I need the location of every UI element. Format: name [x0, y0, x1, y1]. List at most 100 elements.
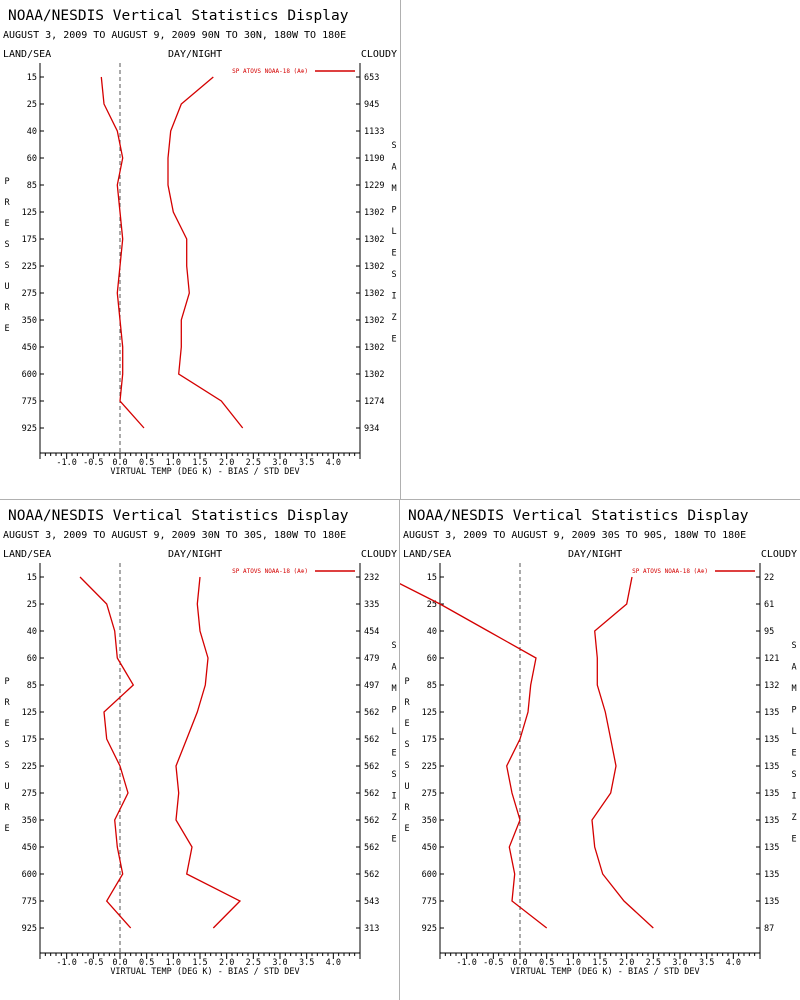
- x-tick-label: 4.0: [326, 958, 341, 968]
- chart-title: NOAA/NESDIS Vertical Statistics Display: [408, 508, 749, 524]
- x-tick-label: 3.5: [699, 958, 714, 968]
- y2-axis-label-letter: L: [791, 727, 796, 737]
- pressure-tick-label: 350: [22, 816, 37, 826]
- sample-size-label: 1302: [364, 343, 384, 353]
- corner-label-center: DAY/NIGHT: [168, 49, 222, 60]
- y-axis-label-letter: S: [4, 740, 9, 750]
- chart-svg: NOAA/NESDIS Vertical Statistics Display A…: [3, 508, 397, 977]
- y2-axis-label-letter: A: [391, 163, 396, 173]
- series-line-bias: [400, 583, 548, 929]
- chart-subtitle: AUGUST 3, 2009 TO AUGUST 9, 2009 30N TO …: [3, 530, 346, 541]
- pressure-tick-label: 775: [22, 897, 37, 907]
- y-axis-label-letter: U: [4, 282, 9, 292]
- y2-axis-label-letter: P: [391, 206, 396, 216]
- pressure-tick-label: 350: [422, 816, 437, 826]
- y2-axis-label-letter: P: [791, 706, 796, 716]
- sample-size-label: 22: [764, 573, 774, 583]
- x-tick-label: -1.0: [456, 958, 476, 968]
- corner-label-left: LAND/SEA: [403, 549, 451, 560]
- y-axis-label-letter: U: [404, 782, 409, 792]
- sample-size-label: 1190: [364, 154, 384, 164]
- pressure-tick-label: 275: [22, 289, 37, 299]
- y-axis-label-letter: S: [4, 261, 9, 271]
- y2-axis-label-letter: I: [791, 792, 796, 802]
- x-axis-label: VIRTUAL TEMP (DEG K) - BIAS / STD DEV: [110, 967, 299, 977]
- x-tick-label: 4.0: [726, 958, 741, 968]
- pressure-tick-label: 15: [27, 73, 37, 83]
- x-tick-label: 1.5: [592, 958, 607, 968]
- x-tick-label: 2.0: [219, 458, 234, 468]
- y-axis-label-letter: P: [4, 177, 9, 187]
- y-axis-label-letter: R: [4, 198, 10, 208]
- sample-size-label: 132: [764, 681, 779, 691]
- y-axis-label-letter: S: [4, 240, 9, 250]
- corner-label-right: CLOUDY: [361, 549, 397, 560]
- vertical-divider-bottom: [399, 500, 400, 1000]
- sample-size-label: 135: [764, 843, 779, 853]
- sample-size-label: 335: [364, 600, 379, 610]
- x-tick-label: 0.5: [539, 958, 554, 968]
- sample-size-label: 87: [764, 924, 774, 934]
- pressure-tick-label: 25: [427, 600, 437, 610]
- chart-panel-90n-30n: NOAA/NESDIS Vertical Statistics Display A…: [0, 0, 400, 500]
- sample-size-label: 479: [364, 654, 379, 664]
- x-tick-label: 3.5: [299, 458, 314, 468]
- x-tick-label: -1.0: [56, 458, 76, 468]
- pressure-tick-label: 85: [427, 681, 437, 691]
- sample-size-label: 562: [364, 708, 379, 718]
- sample-size-label: 562: [364, 816, 379, 826]
- y2-axis-label-letter: I: [391, 292, 396, 302]
- pressure-tick-label: 125: [22, 208, 37, 218]
- x-tick-label: 0.5: [139, 958, 154, 968]
- pressure-tick-label: 125: [422, 708, 437, 718]
- pressure-tick-label: 85: [27, 181, 37, 191]
- legend-label: SP ATOVS NOAA-18 (A⊕): [232, 568, 308, 575]
- pressure-tick-label: 600: [22, 870, 37, 880]
- sample-size-label: 61: [764, 600, 774, 610]
- sample-size-label: 121: [764, 654, 779, 664]
- y2-axis-label-letter: E: [791, 749, 796, 759]
- y-axis-label-letter: S: [404, 761, 409, 771]
- sample-size-label: 1302: [364, 262, 384, 272]
- y2-axis-label-letter: L: [391, 227, 396, 237]
- sample-size-label: 1302: [364, 370, 384, 380]
- pressure-tick-label: 925: [422, 924, 437, 934]
- vertical-divider-top: [400, 0, 401, 500]
- y2-axis-label-letter: M: [391, 184, 396, 194]
- sample-size-label: 95: [764, 627, 774, 637]
- sample-size-label: 1274: [364, 397, 384, 407]
- sample-size-label: 135: [764, 735, 779, 745]
- pressure-tick-label: 600: [422, 870, 437, 880]
- x-tick-label: 2.5: [246, 958, 261, 968]
- sample-size-label: 135: [764, 762, 779, 772]
- sample-size-label: 543: [364, 897, 379, 907]
- x-tick-label: 2.0: [219, 958, 234, 968]
- corner-label-center: DAY/NIGHT: [568, 549, 622, 560]
- y2-axis-label-letter: A: [791, 663, 796, 673]
- y-axis-label-letter: R: [4, 698, 10, 708]
- y2-axis-label-letter: L: [391, 727, 396, 737]
- sample-size-label: 313: [364, 924, 379, 934]
- pressure-tick-label: 15: [27, 573, 37, 583]
- chart-panel-30n-30s: NOAA/NESDIS Vertical Statistics Display A…: [0, 500, 400, 1000]
- x-tick-label: 1.5: [192, 458, 207, 468]
- pressure-tick-label: 225: [22, 762, 37, 772]
- pressure-tick-label: 450: [22, 843, 37, 853]
- x-tick-label: -1.0: [56, 958, 76, 968]
- legend-label: SP ATOVS NOAA-18 (A⊕): [232, 68, 308, 75]
- y2-axis-label-letter: M: [791, 684, 796, 694]
- sample-size-label: 562: [364, 789, 379, 799]
- y2-axis-label-letter: S: [391, 270, 396, 280]
- y-axis-label-letter: E: [4, 324, 9, 334]
- y2-axis-label-letter: Z: [791, 813, 796, 823]
- y2-axis-label-letter: S: [391, 141, 396, 151]
- y2-axis-label-letter: Z: [391, 813, 396, 823]
- x-tick-label: 2.5: [246, 458, 261, 468]
- sample-size-label: 1302: [364, 289, 384, 299]
- pressure-tick-label: 450: [22, 343, 37, 353]
- pressure-tick-label: 600: [22, 370, 37, 380]
- sample-size-label: 232: [364, 573, 379, 583]
- x-tick-label: 2.5: [646, 958, 661, 968]
- y2-axis-label-letter: S: [391, 770, 396, 780]
- sample-size-label: 562: [364, 762, 379, 772]
